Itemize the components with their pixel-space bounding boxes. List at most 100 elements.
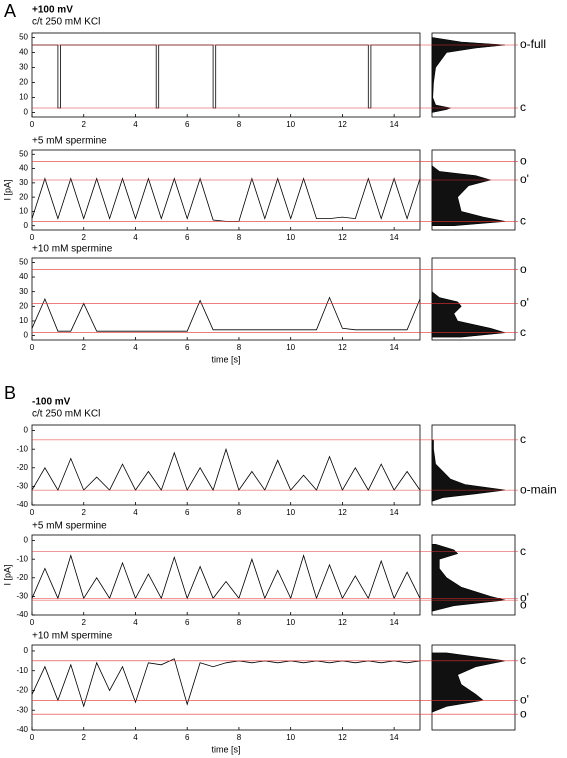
y-axis-label: I [pA] bbox=[2, 179, 12, 200]
x-tick-label: 12 bbox=[338, 733, 347, 742]
amplitude-histogram bbox=[431, 165, 506, 226]
x-tick-label: 4 bbox=[133, 733, 138, 742]
level-label: o bbox=[520, 597, 527, 611]
current-trace bbox=[31, 296, 421, 332]
level-label: o' bbox=[520, 693, 529, 707]
y-tick-label: 0 bbox=[24, 536, 29, 545]
y-tick-label: 40 bbox=[19, 164, 28, 173]
current-trace bbox=[31, 177, 421, 222]
y-tick-label: 0 bbox=[24, 108, 29, 117]
x-tick-label: 10 bbox=[286, 233, 295, 242]
amplitude-histogram bbox=[431, 37, 506, 113]
y-tick-label: -30 bbox=[16, 705, 28, 714]
x-tick-label: 6 bbox=[185, 233, 190, 242]
x-tick-label: 14 bbox=[390, 508, 399, 517]
plot-frame bbox=[31, 149, 421, 231]
level-label: c bbox=[520, 325, 526, 339]
x-tick-label: 12 bbox=[338, 618, 347, 627]
panel-label: A bbox=[4, 1, 16, 21]
y-tick-label: -20 bbox=[16, 573, 28, 582]
plot-frame bbox=[31, 534, 421, 616]
level-label: c bbox=[520, 544, 526, 558]
x-tick-label: 4 bbox=[133, 233, 138, 242]
level-label: c bbox=[520, 214, 526, 228]
plot-frame bbox=[31, 424, 421, 506]
x-tick-label: 0 bbox=[30, 508, 35, 517]
x-axis-label: time [s] bbox=[211, 354, 240, 364]
amplitude-histogram bbox=[431, 544, 506, 612]
x-tick-label: 10 bbox=[286, 733, 295, 742]
x-tick-label: 8 bbox=[237, 233, 242, 242]
x-tick-label: 0 bbox=[30, 120, 35, 129]
level-label: c bbox=[520, 100, 526, 114]
x-tick-label: 2 bbox=[82, 733, 87, 742]
x-tick-label: 4 bbox=[133, 120, 138, 129]
y-tick-label: 30 bbox=[19, 287, 28, 296]
chart-title: +100 mV bbox=[32, 5, 73, 16]
plot-frame bbox=[31, 32, 421, 118]
amplitude-histogram bbox=[431, 439, 506, 502]
x-tick-label: 10 bbox=[286, 343, 295, 352]
y-tick-label: 30 bbox=[19, 178, 28, 187]
x-tick-label: 2 bbox=[82, 233, 87, 242]
chart-title: +5 mM spermine bbox=[32, 136, 107, 147]
level-label: c bbox=[520, 653, 526, 667]
y-tick-label: -30 bbox=[16, 482, 28, 491]
chart-title: +10 mM spermine bbox=[32, 244, 113, 255]
y-tick-label: 10 bbox=[19, 316, 28, 325]
x-tick-label: 0 bbox=[30, 343, 35, 352]
y-tick-label: 40 bbox=[19, 48, 28, 57]
x-tick-label: 2 bbox=[82, 618, 87, 627]
x-tick-label: 14 bbox=[390, 233, 399, 242]
x-tick-label: 8 bbox=[237, 120, 242, 129]
chart-subtitle: c/t 250 mM KCl bbox=[32, 17, 100, 28]
y-tick-label: 40 bbox=[19, 272, 28, 281]
x-tick-label: 4 bbox=[133, 618, 138, 627]
x-tick-label: 6 bbox=[185, 120, 190, 129]
y-tick-label: -40 bbox=[16, 610, 28, 619]
x-tick-label: 6 bbox=[185, 733, 190, 742]
level-label: o bbox=[520, 154, 527, 168]
level-label: o bbox=[520, 706, 527, 720]
level-label: o' bbox=[520, 590, 529, 604]
y-axis-label: I [pA] bbox=[2, 564, 12, 585]
chart-title: +5 mM spermine bbox=[32, 521, 107, 532]
x-axis-label: time [s] bbox=[211, 744, 240, 754]
x-tick-label: 6 bbox=[185, 343, 190, 352]
plot-frame bbox=[31, 644, 421, 731]
x-tick-label: 2 bbox=[82, 120, 87, 129]
level-label: o' bbox=[520, 296, 529, 310]
x-tick-label: 0 bbox=[30, 733, 35, 742]
y-tick-label: 20 bbox=[19, 78, 28, 87]
chart-title: +10 mM spermine bbox=[32, 631, 113, 642]
x-tick-label: 8 bbox=[237, 733, 242, 742]
plot-frame bbox=[31, 257, 421, 341]
x-tick-label: 4 bbox=[133, 343, 138, 352]
y-tick-label: -10 bbox=[16, 666, 28, 675]
level-label: o-full bbox=[520, 37, 546, 51]
x-tick-label: 0 bbox=[30, 618, 35, 627]
x-tick-label: 12 bbox=[338, 343, 347, 352]
x-tick-label: 8 bbox=[237, 508, 242, 517]
x-tick-label: 8 bbox=[237, 618, 242, 627]
current-trace bbox=[31, 658, 421, 708]
current-trace bbox=[31, 554, 421, 600]
chart-title: -100 mV bbox=[32, 397, 71, 408]
x-tick-label: 2 bbox=[82, 343, 87, 352]
level-label: o-main bbox=[520, 482, 557, 496]
level-label: c bbox=[520, 432, 526, 446]
y-tick-label: -20 bbox=[16, 463, 28, 472]
x-tick-label: 6 bbox=[185, 618, 190, 627]
y-tick-label: -20 bbox=[16, 686, 28, 695]
y-tick-label: 0 bbox=[24, 331, 29, 340]
x-tick-label: 8 bbox=[237, 343, 242, 352]
x-tick-label: 12 bbox=[338, 120, 347, 129]
y-tick-label: 50 bbox=[19, 33, 28, 42]
y-tick-label: 10 bbox=[19, 207, 28, 216]
level-label: o' bbox=[520, 172, 529, 186]
y-tick-label: 10 bbox=[19, 93, 28, 102]
x-tick-label: 10 bbox=[286, 618, 295, 627]
y-tick-label: 0 bbox=[24, 646, 29, 655]
x-tick-label: 2 bbox=[82, 508, 87, 517]
